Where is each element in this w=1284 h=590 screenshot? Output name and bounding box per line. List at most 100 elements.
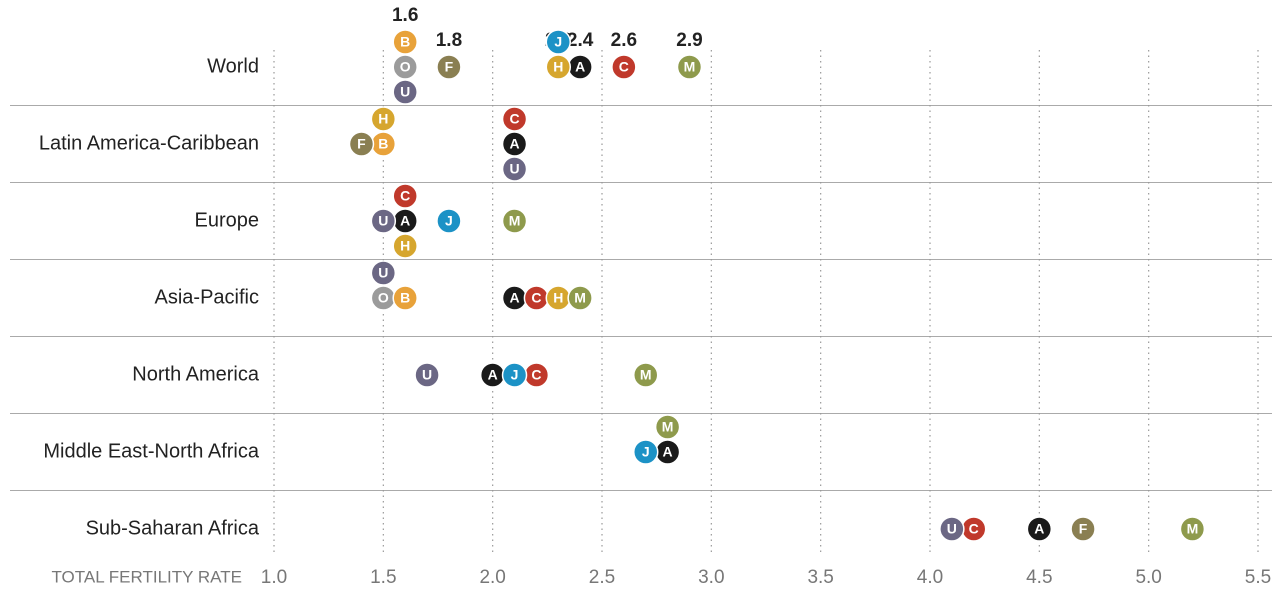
dot-group: M	[501, 208, 528, 234]
dot-group: J	[632, 439, 659, 465]
dot-letter: U	[947, 521, 957, 537]
dot-group: C	[523, 285, 550, 311]
x-tick-label: 3.5	[807, 567, 833, 588]
dot-letter: F	[445, 59, 454, 75]
dot-letter: A	[400, 213, 410, 229]
dot	[501, 208, 528, 234]
dot-letter: M	[1187, 521, 1199, 537]
dot	[501, 362, 528, 388]
dot-group: J	[501, 362, 528, 388]
dot-letter: M	[509, 213, 521, 229]
dot-group: H	[392, 233, 418, 259]
x-tick-label: 3.0	[698, 567, 724, 588]
dot	[611, 54, 637, 80]
dot	[370, 260, 397, 286]
dot-group: U	[392, 79, 418, 105]
dot-letter: J	[642, 444, 650, 460]
dot	[392, 29, 418, 55]
dot	[501, 131, 528, 157]
dot-letter: F	[357, 136, 366, 152]
dot	[632, 439, 659, 465]
dot-letter: A	[509, 290, 519, 306]
dot	[392, 233, 418, 259]
dot-letter: A	[488, 367, 498, 383]
dot	[939, 516, 965, 542]
category-label: North America	[132, 363, 260, 385]
dot-group: M	[676, 54, 703, 80]
dot-letter: M	[684, 59, 696, 75]
dot-group: F	[436, 54, 462, 80]
dot-group: C	[960, 516, 987, 542]
dot-group: M	[1179, 516, 1206, 542]
dot-group: M	[632, 362, 659, 388]
category-label: Europe	[195, 209, 260, 231]
x-tick-label: 2.5	[589, 567, 615, 588]
dot-letter: B	[400, 290, 410, 306]
dot	[392, 183, 418, 209]
dot-letter: H	[378, 111, 388, 127]
dot	[392, 54, 418, 80]
dot-group: M	[654, 414, 681, 440]
dot-letter: U	[378, 265, 388, 281]
dot-group: H	[545, 285, 572, 311]
dot-group: C	[501, 106, 528, 132]
dot-group: A	[392, 208, 418, 234]
category-label: Sub-Saharan Africa	[86, 517, 260, 539]
dot-letter: F	[1079, 521, 1088, 537]
dot-group: B	[392, 29, 418, 55]
dot-letter: C	[531, 290, 541, 306]
dot	[567, 285, 593, 311]
dot-letter: H	[400, 238, 410, 254]
dot-group: A	[654, 439, 681, 465]
dot-group: U	[370, 260, 397, 286]
dot	[1070, 516, 1096, 542]
dot-group: F	[348, 131, 375, 157]
x-tick-label: 1.0	[261, 567, 287, 588]
dot	[545, 54, 572, 80]
dot-group: U	[939, 516, 965, 542]
x-tick-label: 4.5	[1026, 567, 1052, 588]
dot-letter: C	[531, 367, 541, 383]
dot-group: B	[370, 131, 397, 157]
dot-letter: U	[378, 213, 388, 229]
dot-group: A	[501, 131, 528, 157]
dot-group: M	[567, 285, 593, 311]
dot-letter: O	[400, 59, 411, 75]
dot	[545, 29, 572, 55]
dot-group: C	[611, 54, 637, 80]
value-label: 2.4	[567, 30, 594, 51]
dot-group: O	[370, 285, 397, 311]
value-label: 2.6	[611, 30, 637, 51]
category-label: Latin America-Caribbean	[39, 132, 259, 154]
value-label: 1.8	[436, 30, 462, 51]
dot	[1179, 516, 1206, 542]
dot-group: U	[370, 208, 397, 234]
value-label: 2.9	[676, 30, 702, 51]
dot-letter: J	[554, 34, 562, 50]
dot	[370, 106, 397, 132]
category-label: World	[207, 55, 259, 77]
dot-group: J	[436, 208, 462, 234]
dot-group: F	[1070, 516, 1096, 542]
dot-letter: U	[509, 161, 519, 177]
dot	[1026, 516, 1053, 542]
dot	[501, 156, 528, 182]
dot-letter: A	[663, 444, 673, 460]
x-axis-title: TOTAL FERTILITY RATE	[51, 567, 242, 586]
dot-group: H	[545, 54, 572, 80]
x-tick-label: 1.5	[370, 567, 396, 588]
category-label: Asia-Pacific	[155, 286, 259, 308]
dot	[436, 54, 462, 80]
dot-letter: M	[574, 290, 586, 306]
dot	[436, 208, 462, 234]
dot-letter: J	[511, 367, 519, 383]
dot-group: U	[501, 156, 528, 182]
dot-letter: H	[553, 290, 563, 306]
dot-group: C	[523, 362, 550, 388]
dot	[676, 54, 703, 80]
x-tick-label: 5.0	[1135, 567, 1161, 588]
dot-letter: A	[575, 59, 585, 75]
dot-letter: C	[969, 521, 979, 537]
dot-group: A	[501, 285, 528, 311]
